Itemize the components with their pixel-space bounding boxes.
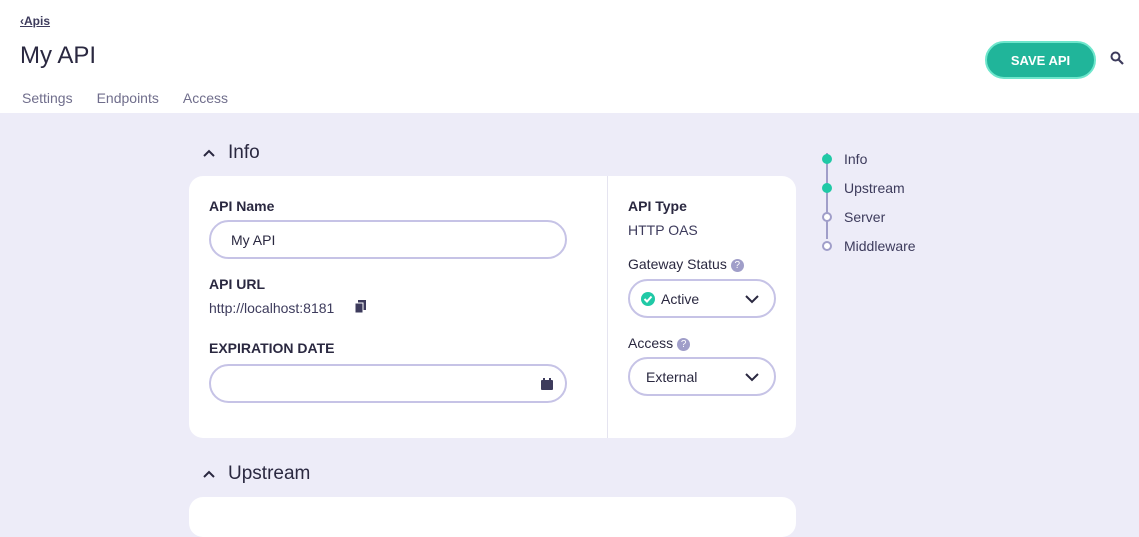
page-title: My API	[20, 42, 97, 69]
nav-item-middleware[interactable]: Middleware	[820, 231, 916, 260]
chevron-down-icon	[745, 295, 759, 304]
api-type-label: API Type	[628, 198, 687, 214]
tabs: Settings Endpoints Access	[22, 90, 228, 106]
tab-endpoints[interactable]: Endpoints	[96, 90, 159, 106]
search-icon[interactable]	[1110, 51, 1124, 65]
back-link[interactable]: ‹Apis	[20, 14, 51, 28]
upstream-card	[189, 497, 796, 537]
tab-access[interactable]: Access	[182, 90, 228, 106]
api-url-value: http://localhost:8181	[209, 300, 335, 316]
expiration-label: EXPIRATION DATE	[209, 340, 335, 356]
chevron-up-icon	[203, 470, 215, 478]
nav-item-info[interactable]: Info	[820, 144, 916, 173]
chevron-down-icon	[745, 373, 759, 382]
gateway-status-label: Gateway Status?	[628, 256, 744, 272]
section-title: Info	[228, 142, 260, 163]
copy-icon[interactable]	[355, 300, 367, 314]
access-select[interactable]: External	[628, 357, 776, 396]
tab-settings[interactable]: Settings	[22, 90, 73, 106]
api-type-value: HTTP OAS	[628, 222, 698, 238]
nav-item-server[interactable]: Server	[820, 202, 916, 231]
chevron-up-icon	[203, 149, 215, 157]
section-title: Upstream	[228, 463, 311, 484]
help-icon[interactable]: ?	[677, 338, 691, 351]
calendar-icon[interactable]	[541, 378, 553, 390]
side-nav: Info Upstream Server Middleware	[820, 144, 916, 260]
check-circle-icon	[641, 291, 655, 306]
api-url-label: API URL	[209, 276, 265, 292]
access-label: Access?	[628, 335, 691, 351]
page-header: ‹Apis My API Settings Endpoints Access S…	[0, 0, 1139, 113]
api-name-label: API Name	[209, 198, 275, 214]
info-section-toggle[interactable]: Info	[202, 142, 260, 164]
save-api-button[interactable]: SAVE API	[985, 41, 1096, 79]
api-name-input[interactable]: My API	[209, 220, 567, 259]
upstream-section-toggle[interactable]: Upstream	[202, 463, 310, 485]
nav-line	[826, 153, 828, 239]
gateway-status-select[interactable]: Active	[628, 279, 776, 318]
divider	[607, 176, 608, 438]
help-icon[interactable]: ?	[730, 259, 744, 272]
nav-item-upstream[interactable]: Upstream	[820, 173, 916, 202]
expiration-date-input[interactable]	[209, 364, 567, 403]
